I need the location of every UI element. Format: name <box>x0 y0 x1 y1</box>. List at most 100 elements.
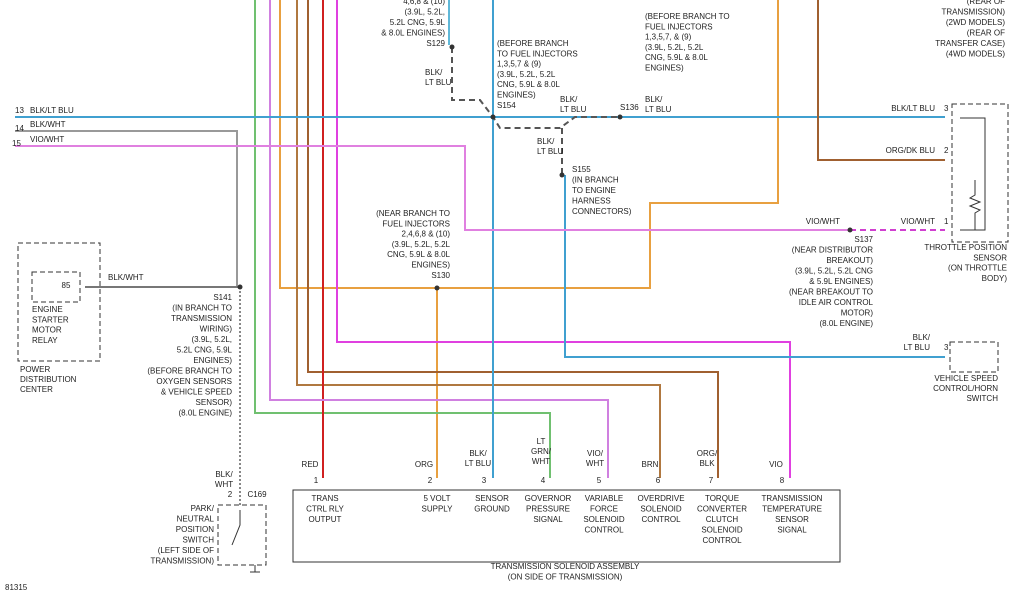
label-line: 5.2L CNG, 5.9L <box>390 18 446 27</box>
label: GOVERNOR PRESSURE SIGNAL <box>525 494 572 524</box>
label-line: CNG, 5.9L & 8.0L <box>497 80 560 89</box>
label-line: DISTRIBUTION <box>20 375 77 384</box>
label-line: SENSOR <box>973 253 1007 262</box>
label-line: TRANSMISSION <box>171 314 232 323</box>
label-line: 7 <box>709 476 714 485</box>
label-line: PRESSURE <box>526 505 570 514</box>
label: 2 <box>228 490 233 499</box>
label-line: CONTROL <box>584 526 624 535</box>
label: BLK/LT BLU <box>891 104 935 113</box>
label: BLK/LT BLU <box>30 106 74 115</box>
label-line: BLK/WHT <box>108 273 144 282</box>
label-line: 2,4,6,8 & (10) <box>402 230 451 239</box>
label: VIO/WHT <box>901 217 935 226</box>
label-line: SENSOR <box>475 494 509 503</box>
label: ORG <box>415 460 433 469</box>
label-line: (REAR OF <box>967 29 1005 38</box>
label-line: BLK/ <box>537 137 555 146</box>
label-line: (4WD MODELS) <box>946 50 1005 59</box>
label-line: BLK/ <box>425 68 443 77</box>
label-line: S130 <box>431 271 450 280</box>
label-line: LT <box>537 437 546 446</box>
label: RED <box>302 460 319 469</box>
label-line: 2 <box>944 146 949 155</box>
label-line: SOLENOID <box>701 526 743 535</box>
label-line: 1,3,5,7, & (9) <box>645 33 692 42</box>
label-line: & VEHICLE SPEED <box>161 388 232 397</box>
label: S136 <box>620 103 639 112</box>
label-line: 2 <box>428 476 433 485</box>
label: VIO/WHT <box>806 217 840 226</box>
label: S141 (IN BRANCH TO TRANSMISSION WIRING) (3.9… <box>147 293 232 418</box>
label-line: GROUND <box>474 505 510 514</box>
label-line: 6 <box>656 476 661 485</box>
label-line: TO ENGINE <box>572 186 616 195</box>
label: C169 <box>247 490 267 499</box>
label-line: LT BLU <box>425 78 452 87</box>
label-line: (BEFORE BRANCH <box>497 39 569 48</box>
label-line: SUPPLY <box>422 505 454 514</box>
label-line: LT BLU <box>560 105 587 114</box>
label-line: 14 <box>15 124 24 133</box>
label-line: (3.9L, 5.2L, 5.2L <box>497 70 556 79</box>
label-line: VIO/WHT <box>806 217 840 226</box>
label: 4 <box>541 476 546 485</box>
label: 1 <box>944 217 949 226</box>
label-line: MOTOR <box>32 326 62 335</box>
label: TORQUE CONVERTER CLUTCH SOLENOID CONTROL <box>697 494 747 545</box>
label-line: CONTROL/HORN <box>933 384 998 393</box>
label-line: CONTROL <box>641 515 681 524</box>
label-line: RED <box>302 460 319 469</box>
label: 2 <box>428 476 433 485</box>
label-line: TRANS <box>311 494 338 503</box>
label-line: VIO <box>769 460 783 469</box>
label-line: THROTTLE POSITION <box>924 243 1007 252</box>
label-line: OUTPUT <box>309 515 342 524</box>
label-line: BLK <box>699 459 715 468</box>
label: 7 <box>709 476 714 485</box>
label: BLK/WHT <box>215 470 234 489</box>
label-line: NEUTRAL <box>177 515 215 524</box>
label-line: VEHICLE SPEED <box>934 374 998 383</box>
label-line: OXYGEN SENSORS <box>156 377 232 386</box>
label: TRANSMISSION SOLENOID ASSEMBLY (ON SIDE O… <box>491 562 640 582</box>
label: 3 <box>944 104 949 113</box>
label-line: CONTROL <box>702 536 742 545</box>
label-line: BLK/LT BLU <box>891 104 935 113</box>
label-line: CTRL RLY <box>306 505 344 514</box>
label: 5 VOLT SUPPLY <box>422 494 454 514</box>
label: 6 <box>656 476 661 485</box>
label: PARK/NEUTRAL POSITION SWITCH (LEFT SIDE OF T… <box>150 504 214 566</box>
label: 81315 <box>5 583 28 592</box>
label-line: BRN <box>642 460 659 469</box>
label-line: TRANSMISSION SOLENOID ASSEMBLY <box>491 562 640 571</box>
label-line: (ON THROTTLE <box>948 264 1007 273</box>
label: TRANSMISSION TEMPERATURE SENSOR SIGNAL <box>762 494 823 535</box>
label: THROTTLE POSITION SENSOR (ON THROTTLE BODY) <box>924 243 1007 283</box>
label-line: BLK/ <box>913 333 931 342</box>
label-line: S154 <box>497 101 516 110</box>
label-line: 5 <box>597 476 602 485</box>
label: (BEFORE BRANCH TO FUEL INJECTORS 1,3,5,7 &… <box>497 39 578 110</box>
label: 1 <box>314 476 319 485</box>
label-line: ORG <box>415 460 433 469</box>
label-line: CENTER <box>20 385 53 394</box>
label-line: (IN BRANCH TO <box>172 304 232 313</box>
label-line: LT BLU <box>537 147 564 156</box>
label-line: SIGNAL <box>533 515 563 524</box>
label-line: CONNECTORS) <box>572 207 632 216</box>
label-line: S137 <box>854 235 873 244</box>
label-line: WHT <box>215 480 233 489</box>
label: 3 <box>944 343 949 352</box>
label-line: SOLENOID <box>583 515 625 524</box>
components <box>17 103 1009 573</box>
label-line: (3.9L, 5.2L, 5.2L CNG <box>795 267 873 276</box>
label-line: (IN BRANCH <box>572 176 619 185</box>
label: ORG/BLK <box>697 449 718 468</box>
label: (NEAR BRANCH TO FUEL INJECTORS 2,4,6,8 & (… <box>376 209 450 280</box>
label-line: ENGINE <box>32 305 63 314</box>
label: BLK/LT BLU <box>465 449 492 468</box>
label-line: (8.0L ENGINE) <box>179 409 233 418</box>
label-line: 1 <box>314 476 319 485</box>
